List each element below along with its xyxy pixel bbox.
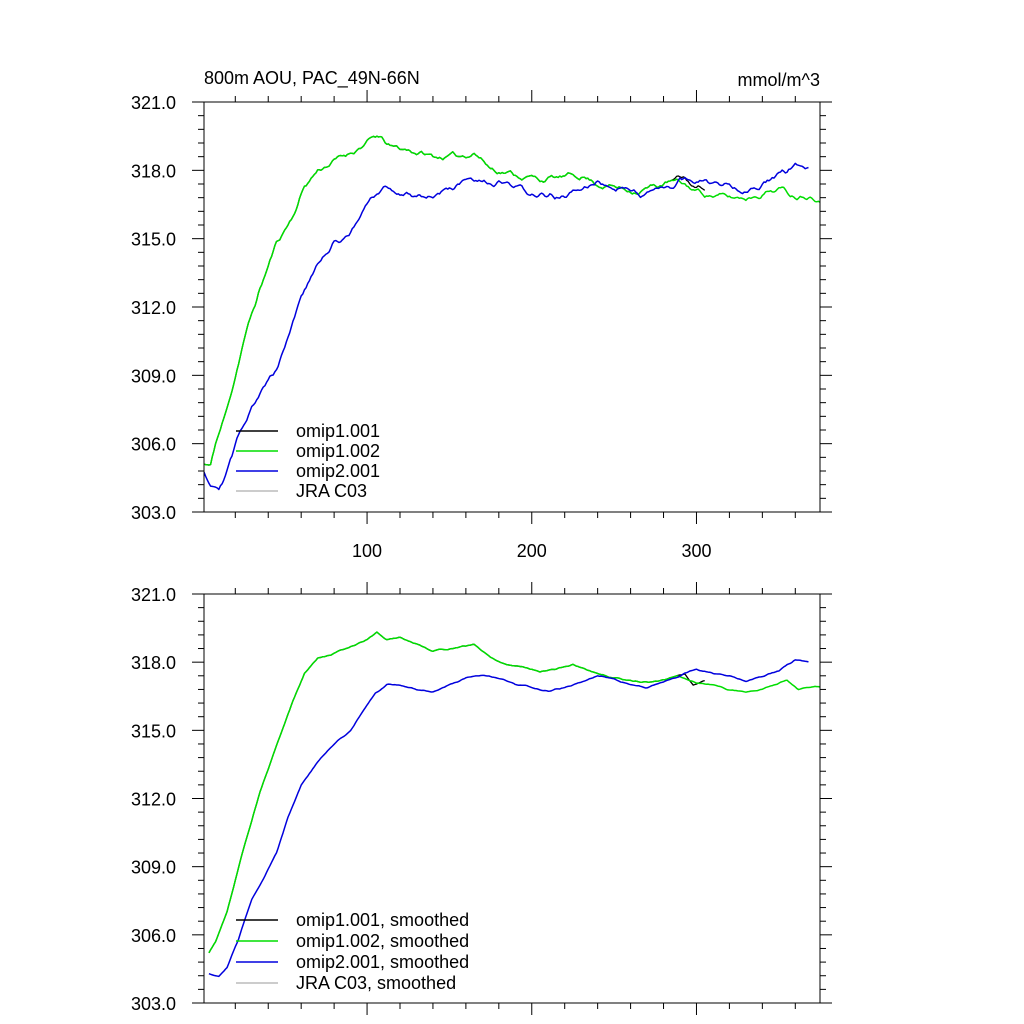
x-tick-label: 100 — [352, 541, 382, 561]
legend-label: omip1.001 — [296, 421, 380, 441]
series-line-omip2-001 — [204, 162, 809, 491]
y-tick-label: 321.0 — [131, 93, 176, 113]
y-tick-label: 321.0 — [131, 585, 176, 605]
bottom-panel: 303.0 306.0 309.0 312.0 315.0 318.0 321.0 omip… — [131, 582, 832, 1015]
y-tick-label: 303.0 — [131, 994, 176, 1014]
y-tick-label: 312.0 — [131, 790, 176, 810]
top-series-layer — [204, 135, 820, 491]
y-tick-label: 315.0 — [131, 721, 176, 741]
y-tick-label: 306.0 — [131, 926, 176, 946]
chart-title: 800m AOU, PAC_49N-66N — [204, 68, 420, 89]
y-tick-label: 315.0 — [131, 230, 176, 250]
legend-label: omip2.001 — [296, 461, 380, 481]
legend-label: JRA C03 — [296, 481, 367, 501]
units-label: mmol/m^3 — [738, 70, 820, 90]
legend-label: JRA C03, smoothed — [296, 973, 456, 993]
top-axes-layer: 303.0 306.0 309.0 312.0 315.0 318.0 321.0 100 20… — [131, 90, 832, 561]
y-tick-label: 303.0 — [131, 503, 176, 523]
series-line-omip1-002-smoothed — [208, 631, 820, 954]
legend-label: omip1.002, smoothed — [296, 931, 469, 951]
series-line-omip2-001-smoothed — [208, 659, 809, 978]
bottom-axes-layer: 303.0 306.0 309.0 312.0 315.0 318.0 321.0 — [131, 582, 832, 1015]
y-tick-label: 309.0 — [131, 858, 176, 878]
series-line-omip1-001 — [204, 135, 706, 466]
legend-label: omip1.001, smoothed — [296, 910, 469, 930]
y-tick-label: 306.0 — [131, 435, 176, 455]
y-tick-label: 318.0 — [131, 161, 176, 181]
x-tick-label: 200 — [517, 541, 547, 561]
series-line-omip1-002 — [204, 135, 820, 466]
legend-label: omip1.002 — [296, 441, 380, 461]
top-panel: 800m AOU, PAC_49N-66N mmol/m^3 303.0 306.… — [131, 68, 832, 561]
bottom-series-layer — [208, 631, 820, 978]
legend-label: omip2.001, smoothed — [296, 952, 469, 972]
y-tick-label: 318.0 — [131, 653, 176, 673]
y-tick-label: 309.0 — [131, 366, 176, 386]
x-tick-label: 300 — [681, 541, 711, 561]
y-tick-label: 312.0 — [131, 298, 176, 318]
